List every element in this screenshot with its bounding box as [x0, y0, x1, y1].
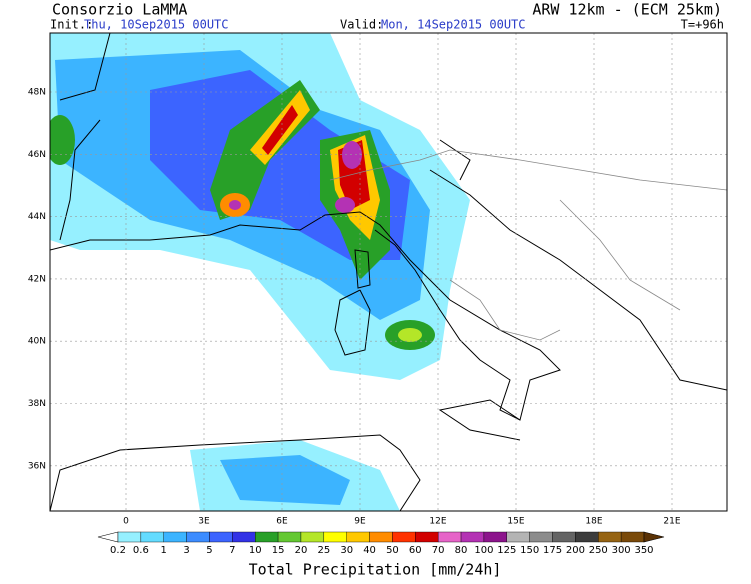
colorbar-cell	[460, 531, 485, 543]
colorbar-cell	[620, 531, 645, 543]
colorbar-cell	[140, 531, 164, 543]
colorbar-cell	[506, 531, 530, 543]
colorbar-cell	[255, 531, 279, 543]
colorbar-label: 0.2	[110, 545, 126, 556]
lat-label: 40N	[28, 337, 46, 347]
init-date: Thu, 10Sep2015 00UTC	[84, 18, 229, 32]
model-label: ARW 12km - (ECM 25km)	[532, 1, 722, 19]
colorbar-cell	[575, 531, 599, 543]
colorbar-label: 1	[161, 545, 167, 556]
colorbar-label: 50	[386, 545, 399, 556]
borders	[329, 149, 727, 341]
lead-time: T=+96h	[681, 18, 724, 32]
colorbar-cell	[415, 531, 439, 543]
colorbar-label: 350	[634, 545, 653, 556]
colorbar-label: 25	[317, 545, 330, 556]
valid-label: Valid:	[340, 18, 383, 32]
colorbar-label: 250	[589, 545, 608, 556]
init-label: Init.:	[50, 18, 93, 32]
lat-label: 42N	[28, 274, 46, 284]
colorbar-label: 175	[543, 545, 562, 556]
lon-label: 0	[123, 517, 129, 527]
colorbar-label: 40	[363, 545, 376, 556]
colorbar-cell	[277, 531, 302, 543]
colorbar-cell	[117, 531, 142, 543]
colorbar-cell	[209, 531, 233, 543]
colorbar-label: 7	[229, 545, 235, 556]
colorbar-label: 70	[432, 545, 445, 556]
colorbar-title: Total Precipitation [mm/24h]	[249, 561, 502, 579]
colorbar-cell	[186, 531, 210, 543]
lon-label: 3E	[198, 517, 210, 527]
lat-label: 36N	[28, 461, 46, 471]
colorbar-label: 125	[497, 545, 516, 556]
colorbar-cell	[529, 531, 553, 543]
colorbar-cell	[437, 531, 462, 543]
lat-label: 44N	[28, 212, 46, 222]
colorbar-label: 200	[566, 545, 585, 556]
colorbar-label: 15	[272, 545, 285, 556]
colorbar-cell	[392, 531, 416, 543]
colorbar-cell	[369, 531, 393, 543]
colorbar: 0.2 0.6 1 3 5 7 10 15 20 25 30 40 50 60 70 80 100 125 150 1…	[97, 531, 665, 556]
colorbar-label: 20	[295, 545, 308, 556]
colorbar-cell	[552, 531, 576, 543]
colorbar-cell	[232, 531, 256, 543]
page-title: Consorzio LaMMA	[52, 1, 187, 19]
colorbar-label: 30	[340, 545, 353, 556]
lat-label: 46N	[28, 150, 46, 160]
coastlines	[50, 33, 727, 511]
colorbar-cell	[483, 531, 507, 543]
lon-label: 15E	[507, 517, 524, 527]
colorbar-label: 3	[183, 545, 189, 556]
map	[49, 32, 728, 512]
colorbar-label: 10	[249, 545, 262, 556]
lon-label: 6E	[276, 517, 288, 527]
colorbar-label: 80	[455, 545, 468, 556]
colorbar-label: 60	[409, 545, 422, 556]
colorbar-cell	[300, 531, 325, 543]
colorbar-label: 100	[474, 545, 493, 556]
map-frame	[49, 32, 728, 512]
colorbar-label: 150	[520, 545, 539, 556]
colorbar-label: 0.6	[133, 545, 149, 556]
colorbar-cell	[346, 531, 370, 543]
colorbar-low-end	[97, 531, 119, 543]
colorbar-cell	[323, 531, 347, 543]
valid-date: Mon, 14Sep2015 00UTC	[381, 18, 526, 32]
lon-label: 9E	[354, 517, 366, 527]
lon-label: 21E	[663, 517, 680, 527]
colorbar-cell	[163, 531, 187, 543]
colorbar-label: 300	[612, 545, 631, 556]
lat-label: 38N	[28, 399, 46, 409]
lon-label: 12E	[429, 517, 446, 527]
lat-label: 48N	[28, 88, 46, 98]
colorbar-high-end	[643, 531, 665, 543]
colorbar-cell	[598, 531, 622, 543]
colorbar-label: 5	[206, 545, 212, 556]
precipitation-field	[50, 33, 470, 511]
lon-label: 18E	[585, 517, 602, 527]
